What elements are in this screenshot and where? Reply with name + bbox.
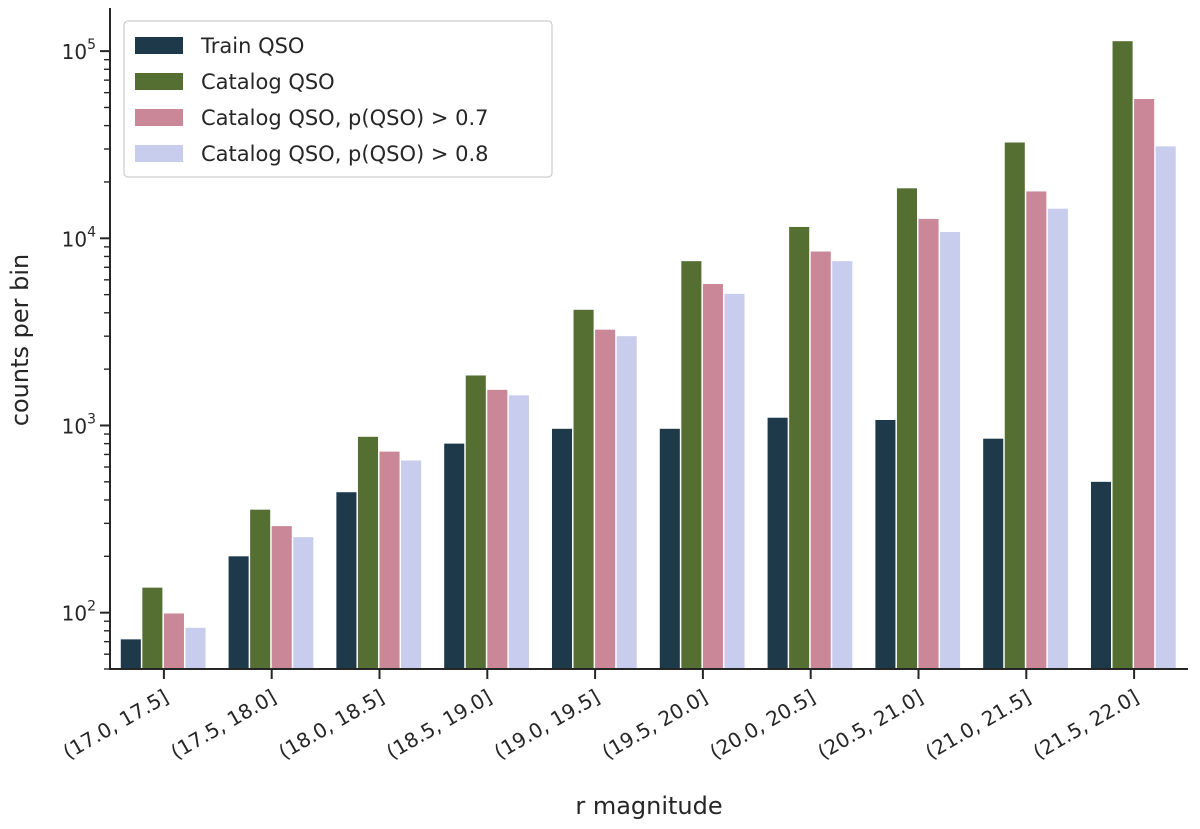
x-tick-label: (19.0, 19.5] <box>490 685 604 764</box>
x-tick-label: (21.0, 21.5] <box>921 685 1035 764</box>
bar-s3-c4 <box>616 336 637 669</box>
y-tick-base: 10 <box>62 602 87 626</box>
bar-s3-c2 <box>401 460 422 669</box>
bar-s0-c9 <box>1090 481 1112 669</box>
x-tick-label: (17.0, 17.5] <box>59 685 173 764</box>
bar-s1-c7 <box>896 188 917 670</box>
y-axis-title: counts per bin <box>6 254 34 426</box>
bar-s1-c4 <box>573 309 594 669</box>
bar-s3-c8 <box>1047 208 1068 670</box>
bar-s2-c1 <box>271 526 292 669</box>
y-tick-base: 10 <box>62 414 87 438</box>
bar-s1-c6 <box>789 226 810 669</box>
x-axis-ticks: (17.0, 17.5](17.5, 18.0](18.0, 18.5](18.… <box>59 669 1143 764</box>
y-tick-label: 104 <box>62 224 96 251</box>
bar-s0-c0 <box>120 639 141 669</box>
bar-s3-c5 <box>724 293 745 669</box>
bar-s2-c6 <box>810 251 831 669</box>
bar-s3-c6 <box>832 261 853 669</box>
legend-swatch-1 <box>135 73 183 90</box>
x-axis-title: r magnitude <box>575 792 722 820</box>
y-tick-label: 103 <box>62 411 96 438</box>
bar-s2-c2 <box>379 451 400 669</box>
bar-s0-c8 <box>983 438 1004 669</box>
bar-s1-c3 <box>465 375 486 669</box>
x-tick-label: (20.0, 20.5] <box>706 685 820 764</box>
bar-s3-c0 <box>185 627 206 669</box>
bar-s0-c3 <box>444 443 465 669</box>
bar-s3-c7 <box>940 232 961 670</box>
y-tick-label: 105 <box>62 37 96 64</box>
bar-s2-c5 <box>702 284 723 669</box>
bars-group <box>120 41 1176 670</box>
bar-s2-c9 <box>1134 99 1155 669</box>
bar-s3-c3 <box>508 395 529 669</box>
bar-s1-c5 <box>681 261 702 669</box>
x-tick-label: (18.5, 19.0] <box>382 685 496 764</box>
bar-s3-c9 <box>1155 146 1176 670</box>
legend-swatch-3 <box>135 145 183 162</box>
legend-label-1: Catalog QSO <box>201 70 335 94</box>
y-tick-exponent: 2 <box>87 599 96 615</box>
legend-swatch-0 <box>135 37 183 54</box>
x-tick-label: (21.5, 22.0] <box>1029 685 1143 764</box>
bar-s0-c2 <box>336 492 357 669</box>
y-tick-exponent: 4 <box>87 224 96 240</box>
y-tick-label: 102 <box>62 599 96 626</box>
bar-s3-c1 <box>293 537 314 669</box>
bar-s2-c8 <box>1026 191 1047 669</box>
y-tick-exponent: 5 <box>87 37 96 53</box>
bar-s0-c5 <box>659 428 680 669</box>
legend-frame <box>123 20 553 178</box>
legend-swatch-2 <box>135 109 183 126</box>
legend-label-0: Train QSO <box>200 34 304 58</box>
x-tick-label: (20.5, 21.0] <box>813 685 927 764</box>
y-tick-base: 10 <box>62 227 87 251</box>
x-tick-label: (17.5, 18.0] <box>167 685 281 764</box>
bar-s1-c8 <box>1004 142 1025 669</box>
bar-s0-c6 <box>767 417 788 669</box>
bar-s2-c4 <box>595 329 616 669</box>
y-tick-base: 10 <box>62 40 87 64</box>
bar-s1-c2 <box>357 436 378 669</box>
bar-s2-c3 <box>487 389 508 669</box>
bar-s0-c4 <box>551 428 573 669</box>
legend-label-3: Catalog QSO, p(QSO) > 0.8 <box>201 142 489 166</box>
bar-s0-c7 <box>875 419 896 669</box>
bar-s0-c1 <box>228 556 249 669</box>
legend: Train QSO Catalog QSO Catalog QSO, p(QSO) … <box>123 20 553 178</box>
bar-s2-c7 <box>918 218 939 669</box>
x-tick-label: (19.5, 20.0] <box>598 685 712 764</box>
x-tick-label: (18.0, 18.5] <box>274 685 388 764</box>
y-tick-exponent: 3 <box>87 411 96 427</box>
bar-s1-c9 <box>1112 41 1133 669</box>
bar-s1-c0 <box>142 587 163 669</box>
bar-s1-c1 <box>250 509 271 669</box>
bar-s2-c0 <box>163 613 184 669</box>
legend-label-2: Catalog QSO, p(QSO) > 0.7 <box>201 106 489 130</box>
